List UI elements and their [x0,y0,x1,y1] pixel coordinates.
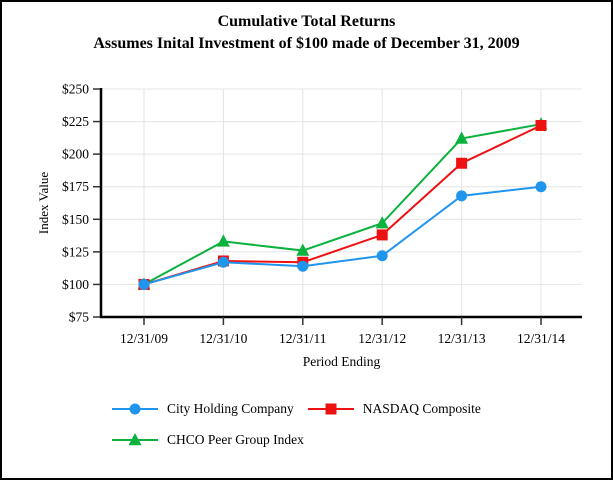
triangle-marker-icon [112,432,158,447]
y-tick-label: $225 [62,114,89,129]
y-tick-label: $150 [62,212,89,227]
data-point-marker [456,190,468,202]
data-point-marker [297,260,309,272]
y-tick-label: $100 [62,277,89,292]
data-point-marker [456,157,468,169]
series-chco-peer-group-index [137,117,548,290]
y-tick-label: $125 [62,244,89,259]
legend-row: City Holding Company NASDAQ Composite [112,400,481,417]
legend-swatch [112,432,158,445]
legend-item-nasdaq-composite: NASDAQ Composite [307,400,481,417]
y-tick-label: $200 [62,147,89,162]
x-tick-label: 12/31/11 [279,331,327,346]
legend-label: CHCO Peer Group Index [167,431,304,447]
circle-marker-icon [112,402,158,416]
data-point-marker [535,119,547,131]
x-tick-label: 12/31/10 [199,331,247,346]
y-tick-label: $250 [62,82,89,97]
data-point-marker [128,432,142,445]
data-point-marker [375,216,389,229]
data-point-marker [376,229,388,241]
x-axis-title: Period Ending [302,354,381,369]
legend-row: CHCO Peer Group Index [112,431,481,448]
legend-swatch [112,403,158,414]
series-line [143,124,542,286]
data-point-marker [138,278,150,290]
series-line [143,185,542,286]
square-marker-icon [307,402,354,416]
x-tick-label: 12/31/13 [438,331,486,346]
data-point-marker [455,131,469,144]
legend: City Holding Company NASDAQ Composite CH… [112,400,481,462]
data-point-marker [325,403,337,414]
y-tick-label: $175 [62,179,89,194]
chart-subtitle: Assumes Inital Investment of $100 made o… [93,35,520,52]
y-axis-title: Index Value [36,171,51,235]
data-point-marker [296,243,310,256]
series-city-holding-company [138,181,547,290]
data-point-marker [376,250,388,262]
data-point-marker [217,256,229,268]
series-nasdaq-composite [138,119,547,290]
x-tick-label: 12/31/09 [120,331,168,346]
data-point-marker [535,181,547,193]
data-point-marker [129,403,141,414]
legend-item-chco-peer-group-index: CHCO Peer Group Index [112,432,304,448]
legend-label: NASDAQ Composite [362,400,481,416]
chart-title: Cumulative Total Returns [217,13,396,30]
series-line [143,123,542,286]
x-tick-label: 12/31/14 [517,331,565,346]
y-tick-label: $75 [69,310,90,325]
legend-item-city-holding-company: City Holding Company [112,401,294,417]
legend-label: City Holding Company [167,400,294,416]
data-point-marker [216,234,230,247]
chart-title-block: Cumulative Total Returns Assumes Inital … [2,11,611,55]
line-chart: $75 $100 $125 $150 $175 $200 $225 $250 12/31/09 1… [62,82,582,346]
x-tick-label: 12/31/12 [358,331,406,346]
legend-swatch [307,403,354,414]
